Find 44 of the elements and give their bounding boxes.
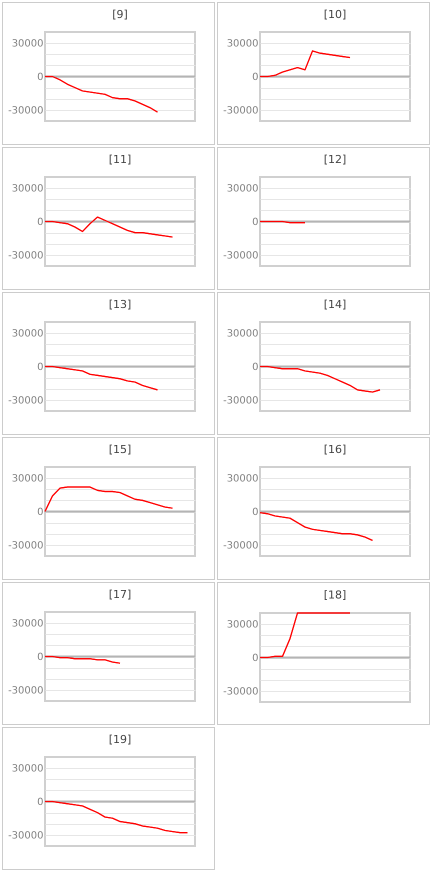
y-tick-label: 0 xyxy=(37,217,44,228)
y-tick-label: -30000 xyxy=(8,830,44,842)
y-tick-label: -30000 xyxy=(8,395,44,406)
y-tick-label: -30000 xyxy=(223,395,258,406)
y-tick-label: -30000 xyxy=(223,105,258,116)
y-tick-label: 30000 xyxy=(12,474,44,485)
y-tick-label: -30000 xyxy=(8,540,44,552)
chart-title: [19] xyxy=(108,733,132,746)
y-tick-label: 30000 xyxy=(226,474,258,485)
y-tick-label: 30000 xyxy=(12,38,44,50)
chart-title: [14] xyxy=(324,298,346,311)
y-tick-label: 0 xyxy=(252,362,258,373)
chart-title: [13] xyxy=(108,298,132,311)
chart-title: [17] xyxy=(108,588,132,601)
y-tick-label: 0 xyxy=(37,507,44,518)
y-tick-label: -30000 xyxy=(223,250,258,262)
y-tick-label: 0 xyxy=(37,362,44,373)
y-tick-label: 0 xyxy=(252,507,258,518)
y-tick-label: -30000 xyxy=(223,686,258,698)
y-tick-label: 30000 xyxy=(226,38,258,50)
y-tick-label: -30000 xyxy=(223,540,258,552)
chart-title: [10] xyxy=(324,8,346,21)
chart-title: [16] xyxy=(324,443,346,456)
y-tick-label: 30000 xyxy=(226,184,258,195)
chart-title: [9] xyxy=(112,8,128,21)
y-tick-label: 30000 xyxy=(226,620,258,631)
y-tick-label: 0 xyxy=(37,797,44,808)
y-tick-label: 0 xyxy=(252,653,258,664)
y-tick-label: 0 xyxy=(252,217,258,228)
y-tick-label: 0 xyxy=(252,72,258,83)
chart-title: [15] xyxy=(108,443,132,456)
y-tick-label: -30000 xyxy=(8,250,44,262)
y-tick-label: 30000 xyxy=(12,184,44,195)
y-tick-label: 30000 xyxy=(12,328,44,340)
y-tick-label: -30000 xyxy=(8,105,44,116)
y-tick-label: 30000 xyxy=(12,764,44,775)
y-tick-label: 30000 xyxy=(12,618,44,630)
y-tick-label: -30000 xyxy=(8,685,44,696)
chart-title: [12] xyxy=(324,153,346,166)
y-tick-label: 0 xyxy=(37,72,44,83)
y-tick-label: 0 xyxy=(37,652,44,663)
chart-title: [11] xyxy=(108,153,132,166)
chart-title: [18] xyxy=(324,588,346,602)
y-tick-label: 30000 xyxy=(226,328,258,340)
